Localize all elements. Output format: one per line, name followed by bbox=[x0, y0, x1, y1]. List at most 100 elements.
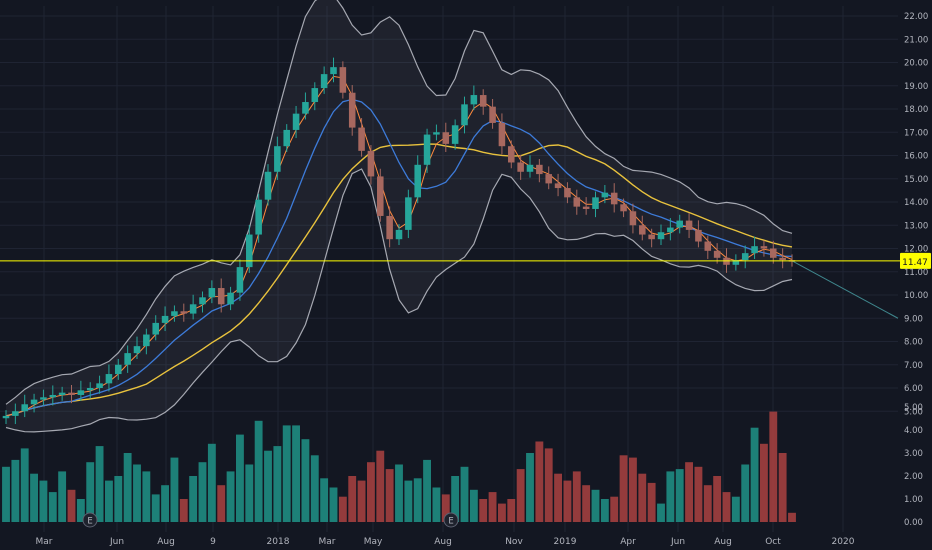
volume-bar bbox=[600, 499, 609, 522]
volume-bar bbox=[161, 485, 170, 522]
price-tick-label: 16.00 bbox=[904, 152, 928, 162]
candle-body bbox=[40, 397, 47, 400]
trend-projection-line bbox=[791, 260, 899, 319]
candle-body bbox=[143, 334, 150, 347]
volume-axis: 5.00 4.00 3.00 2.00 1.00 0.00 bbox=[904, 403, 923, 528]
candle-body bbox=[49, 394, 57, 398]
price-candles bbox=[2, 57, 796, 425]
volume-bar bbox=[741, 464, 750, 522]
volume-tick-label: 2.00 bbox=[904, 472, 923, 482]
last-price-label: 11.47 bbox=[902, 258, 928, 268]
candle-body bbox=[676, 220, 683, 228]
volume-bar bbox=[582, 485, 591, 522]
candle-body bbox=[751, 246, 758, 254]
volume-bar bbox=[245, 464, 254, 522]
candle-body bbox=[2, 415, 10, 419]
candle-body bbox=[348, 92, 356, 128]
candle-body bbox=[255, 199, 262, 235]
candle-body bbox=[21, 404, 28, 412]
candle-body bbox=[667, 227, 674, 233]
volume-bar bbox=[507, 499, 516, 522]
volume-bar bbox=[58, 471, 67, 522]
volume-bar bbox=[39, 480, 48, 522]
volume-bar bbox=[750, 427, 759, 522]
candle-body bbox=[479, 95, 487, 107]
candle-body bbox=[629, 211, 637, 226]
volume-bar bbox=[95, 446, 104, 522]
candle-body bbox=[461, 104, 468, 126]
price-tick-label: 10.00 bbox=[904, 291, 928, 301]
volume-bar bbox=[769, 411, 778, 522]
candle-body bbox=[264, 171, 272, 200]
volume-bar bbox=[759, 443, 768, 522]
volume-bar bbox=[451, 476, 460, 522]
candle-body bbox=[489, 106, 496, 123]
upper-band bbox=[5, 0, 793, 405]
volume-tick-label: 3.00 bbox=[904, 449, 923, 459]
band-fill bbox=[6, 0, 792, 432]
volume-bar bbox=[685, 462, 694, 522]
volume-bar bbox=[647, 482, 656, 522]
candle-body bbox=[199, 297, 206, 305]
price-axis[interactable]: 22.00 21.00 20.00 19.00 18.00 17.00 16.00 15.00… bbox=[904, 12, 928, 417]
time-axis[interactable]: Mar Jun Aug 9 2018 Mar May Aug Nov 2019 Apr Jun Aug O… bbox=[36, 537, 855, 547]
price-tick-label: 13.00 bbox=[904, 221, 928, 231]
earnings-marker-icon[interactable] bbox=[82, 512, 98, 528]
volume-bar bbox=[142, 471, 151, 522]
time-tick-label: 2019 bbox=[554, 537, 577, 547]
volume-bar bbox=[432, 487, 441, 522]
volume-bar bbox=[694, 466, 703, 522]
candle-body bbox=[564, 188, 571, 198]
volume-tick-label: 0.00 bbox=[904, 518, 923, 528]
candle-body bbox=[302, 102, 309, 114]
earnings-marker-icon[interactable] bbox=[443, 512, 459, 528]
volume-bar bbox=[170, 457, 179, 522]
candle-body bbox=[498, 122, 506, 147]
price-tick-label: 17.00 bbox=[904, 128, 928, 138]
volume-bar bbox=[619, 455, 628, 522]
trend-projection bbox=[791, 260, 899, 319]
volume-bar bbox=[76, 499, 85, 522]
volume-bar bbox=[357, 480, 366, 522]
volume-bar bbox=[86, 462, 95, 522]
volume-bar bbox=[114, 476, 123, 522]
candle-body bbox=[545, 174, 552, 184]
candle-body bbox=[433, 132, 440, 135]
volume-bar bbox=[441, 494, 450, 522]
candle-body bbox=[171, 311, 178, 316]
volume-bar bbox=[264, 450, 272, 522]
time-tick-label: Jun bbox=[670, 537, 685, 547]
price-tick-label: 6.00 bbox=[904, 384, 923, 394]
volume-bar bbox=[413, 478, 422, 522]
time-tick-label: Apr bbox=[620, 537, 636, 547]
candle-body bbox=[517, 162, 524, 172]
volume-bar bbox=[48, 492, 57, 522]
candle-body bbox=[639, 225, 646, 235]
price-tick-label: 15.00 bbox=[904, 175, 928, 185]
volume-bar bbox=[235, 434, 244, 522]
candle-body bbox=[227, 292, 234, 305]
volume-bar bbox=[404, 480, 413, 522]
candle-body bbox=[620, 204, 627, 212]
candle-body bbox=[395, 229, 403, 240]
candle-body bbox=[339, 67, 347, 93]
volume-bar bbox=[535, 441, 544, 522]
candle-body bbox=[554, 183, 562, 189]
price-tick-label: 7.00 bbox=[904, 361, 923, 371]
time-tick-label: Aug bbox=[714, 537, 732, 547]
volume-bar bbox=[731, 496, 740, 522]
candle-body bbox=[208, 288, 216, 298]
candle-body bbox=[704, 241, 712, 251]
price-tick-label: 12.00 bbox=[904, 245, 928, 255]
candle-body bbox=[685, 220, 693, 230]
earnings-marker-label: E bbox=[448, 517, 453, 527]
candle-body bbox=[377, 176, 384, 216]
volume-bar bbox=[30, 473, 39, 522]
candle-body bbox=[732, 260, 740, 265]
volume-bar bbox=[133, 464, 141, 522]
candle-body bbox=[713, 250, 721, 258]
candle-body bbox=[573, 197, 581, 207]
